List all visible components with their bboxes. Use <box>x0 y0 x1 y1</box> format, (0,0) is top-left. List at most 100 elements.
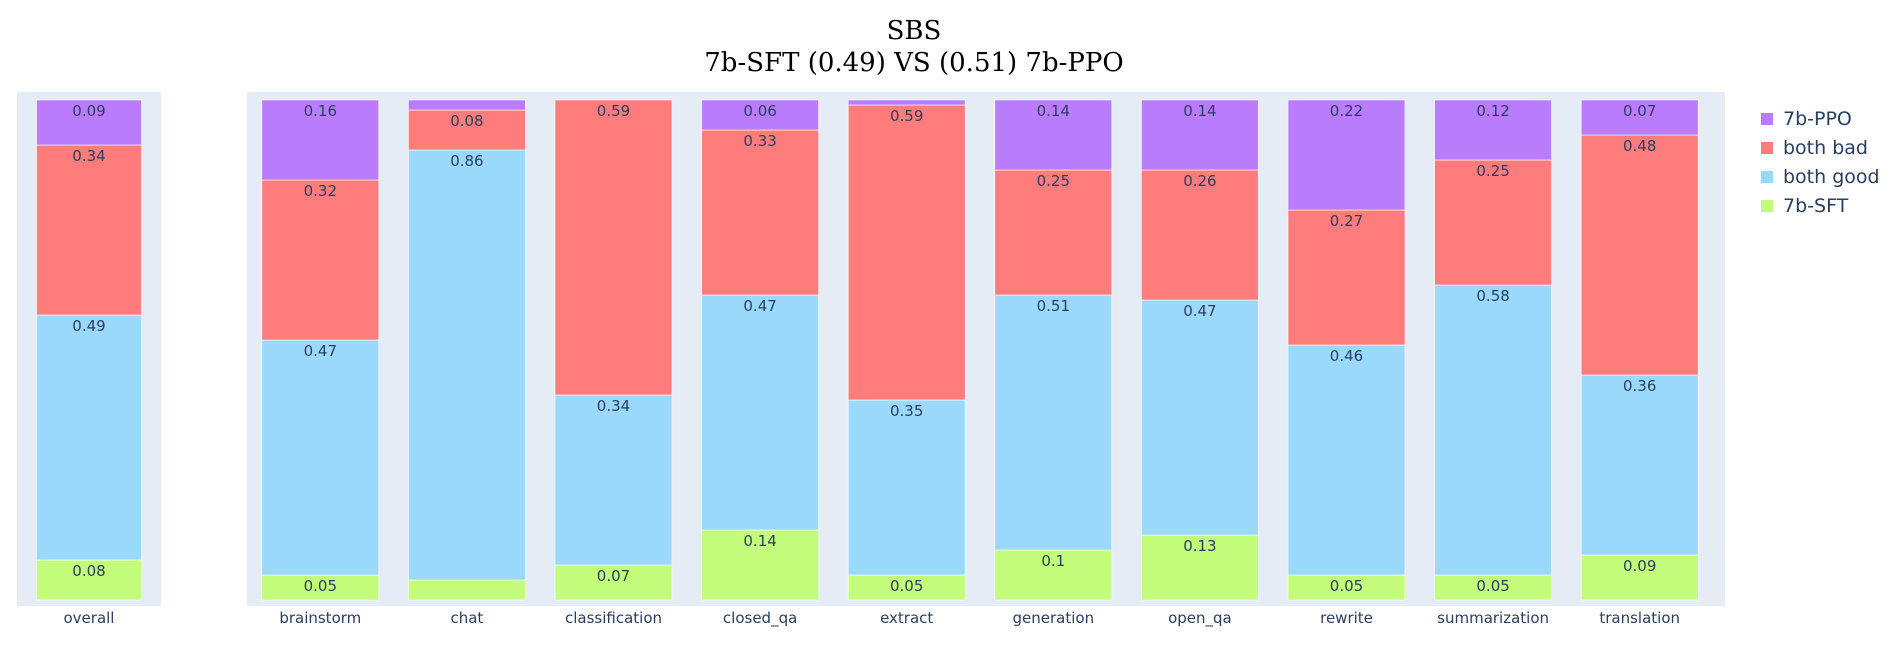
bar-translation-7b-sft[interactable] <box>1580 554 1699 601</box>
data-label-chat-both-good: 0.86 <box>450 152 483 170</box>
bar-overall-7b-ppo[interactable] <box>36 99 142 146</box>
data-label-extract-both-bad: 0.59 <box>890 107 923 125</box>
bar-rewrite-both-bad[interactable] <box>1287 209 1406 346</box>
legend-label-both-bad: both bad <box>1783 137 1868 159</box>
bar-closed-qa-7b-ppo[interactable] <box>701 99 819 131</box>
data-label-closed-qa-both-good: 0.47 <box>743 297 776 315</box>
x-tick-label-open-qa: open_qa <box>1168 609 1232 628</box>
data-label-generation-7b-sft: 0.1 <box>1041 552 1065 570</box>
data-label-open-qa-7b-ppo: 0.14 <box>1183 102 1216 120</box>
data-label-summarization-7b-ppo: 0.12 <box>1476 102 1509 120</box>
bar-closed-qa-7b-sft[interactable] <box>701 529 819 601</box>
bar-closed-qa-both-bad[interactable] <box>701 129 819 296</box>
bar-translation-both-bad[interactable] <box>1580 134 1699 376</box>
bar-translation-both-good[interactable] <box>1580 374 1699 556</box>
data-label-classification-7b-sft: 0.07 <box>597 567 630 585</box>
bar-closed-qa-both-good[interactable] <box>701 294 819 531</box>
bar-overall-both-good[interactable] <box>36 314 142 561</box>
bar-rewrite-both-good[interactable] <box>1287 344 1406 576</box>
bar-open-qa-both-good[interactable] <box>1141 299 1259 536</box>
legend-item-7b-ppo[interactable]: 7b-PPO <box>1761 108 1852 130</box>
bar-summarization-both-good[interactable] <box>1434 284 1552 576</box>
bar-extract-both-good[interactable] <box>847 399 966 576</box>
chart-title: SBS <box>887 16 942 46</box>
bar-extract-7b-sft[interactable] <box>847 574 966 601</box>
data-label-translation-both-good: 0.36 <box>1623 377 1656 395</box>
data-label-extract-both-good: 0.35 <box>890 402 923 420</box>
data-label-extract-7b-sft: 0.05 <box>890 577 923 595</box>
data-label-rewrite-7b-ppo: 0.22 <box>1330 102 1363 120</box>
data-label-translation-both-bad: 0.48 <box>1623 137 1656 155</box>
data-label-chat-both-bad: 0.08 <box>450 112 483 130</box>
data-label-rewrite-both-bad: 0.27 <box>1330 212 1363 230</box>
bar-chat-7b-ppo[interactable] <box>408 99 526 111</box>
bar-overall-7b-sft[interactable] <box>36 559 142 601</box>
bar-generation-7b-ppo[interactable] <box>994 99 1113 171</box>
bar-chat-both-good[interactable] <box>408 149 526 581</box>
x-tick-label-translation: translation <box>1599 609 1680 627</box>
chart-panel-2: 0.05 0.47 0.32 0.16 brainstorm 0.86 0.08 chat 0.… <box>247 92 1725 628</box>
bar-brainstorm-7b-ppo[interactable] <box>261 99 380 181</box>
bar-generation-7b-sft[interactable] <box>994 549 1113 601</box>
bar-classification-7b-sft[interactable] <box>554 564 673 601</box>
data-label-open-qa-7b-sft: 0.13 <box>1183 537 1216 555</box>
data-label-rewrite-both-good: 0.46 <box>1330 347 1363 365</box>
bar-rewrite-7b-ppo[interactable] <box>1287 99 1406 211</box>
data-label-summarization-7b-sft: 0.05 <box>1476 577 1509 595</box>
bar-open-qa-7b-sft[interactable] <box>1141 534 1259 601</box>
chart-panels: 0.08 0.49 0.34 0.09 overall 0.05 0.47 0.32 0.16 b… <box>17 92 1725 628</box>
data-label-closed-qa-both-bad: 0.33 <box>743 132 776 150</box>
x-tick-label-summarization: summarization <box>1437 609 1549 627</box>
bar-extract-7b-ppo[interactable] <box>847 99 966 106</box>
data-label-generation-both-good: 0.51 <box>1037 297 1070 315</box>
data-label-closed-qa-7b-ppo: 0.06 <box>743 102 776 120</box>
bar-chat-7b-sft[interactable] <box>408 579 526 601</box>
legend-item-both-bad[interactable]: both bad <box>1761 137 1868 159</box>
bar-brainstorm-both-bad[interactable] <box>261 179 380 341</box>
bar-translation-7b-ppo[interactable] <box>1580 99 1699 136</box>
bar-open-qa-both-bad[interactable] <box>1141 169 1259 301</box>
bar-generation-both-good[interactable] <box>994 294 1113 551</box>
data-label-rewrite-7b-sft: 0.05 <box>1330 577 1363 595</box>
data-label-translation-7b-ppo: 0.07 <box>1623 102 1656 120</box>
data-label-generation-7b-ppo: 0.14 <box>1037 102 1070 120</box>
chart-panel-1: 0.08 0.49 0.34 0.09 overall <box>17 92 161 627</box>
bar-brainstorm-7b-sft[interactable] <box>261 574 380 601</box>
x-tick-label-extract: extract <box>880 609 933 627</box>
x-tick-label-chat: chat <box>450 609 483 627</box>
legend-swatch-7b-ppo <box>1761 113 1773 125</box>
data-label-summarization-both-bad: 0.25 <box>1476 162 1509 180</box>
legend-item-7b-sft[interactable]: 7b-SFT <box>1761 195 1849 217</box>
x-tick-label-rewrite: rewrite <box>1320 609 1373 627</box>
data-label-brainstorm-both-bad: 0.32 <box>304 182 337 200</box>
data-label-overall-both-bad: 0.34 <box>72 147 105 165</box>
bar-summarization-both-bad[interactable] <box>1434 159 1552 286</box>
data-label-overall-both-good: 0.49 <box>72 317 105 335</box>
x-tick-label-generation: generation <box>1013 609 1095 627</box>
data-label-brainstorm-7b-ppo: 0.16 <box>304 102 337 120</box>
legend-label-7b-sft: 7b-SFT <box>1783 195 1849 217</box>
data-label-brainstorm-7b-sft: 0.05 <box>304 577 337 595</box>
data-label-open-qa-both-bad: 0.26 <box>1183 172 1216 190</box>
bar-extract-both-bad[interactable] <box>847 104 966 401</box>
bar-brainstorm-both-good[interactable] <box>261 339 380 576</box>
legend-swatch-7b-sft <box>1761 200 1773 212</box>
data-label-open-qa-both-good: 0.47 <box>1183 302 1216 320</box>
bar-overall-both-bad[interactable] <box>36 144 142 316</box>
bar-classification-both-good[interactable] <box>554 394 673 566</box>
bar-chat-both-bad[interactable] <box>408 109 526 151</box>
bar-classification-both-bad[interactable] <box>554 99 673 396</box>
chart-subtitle: 7b-SFT (0.49) VS (0.51) 7b-PPO <box>704 48 1123 78</box>
bar-summarization-7b-ppo[interactable] <box>1434 99 1552 161</box>
data-label-generation-both-bad: 0.25 <box>1037 172 1070 190</box>
bar-generation-both-bad[interactable] <box>994 169 1113 296</box>
legend-swatch-both-bad <box>1761 142 1773 154</box>
legend-item-both-good[interactable]: both good <box>1761 166 1880 188</box>
data-label-translation-7b-sft: 0.09 <box>1623 557 1656 575</box>
bar-open-qa-7b-ppo[interactable] <box>1141 99 1259 171</box>
data-label-overall-7b-ppo: 0.09 <box>72 102 105 120</box>
bar-rewrite-7b-sft[interactable] <box>1287 574 1406 601</box>
chart-legend[interactable]: 7b-PPO both bad both good 7b-SFT <box>1761 108 1880 217</box>
data-label-closed-qa-7b-sft: 0.14 <box>743 532 776 550</box>
